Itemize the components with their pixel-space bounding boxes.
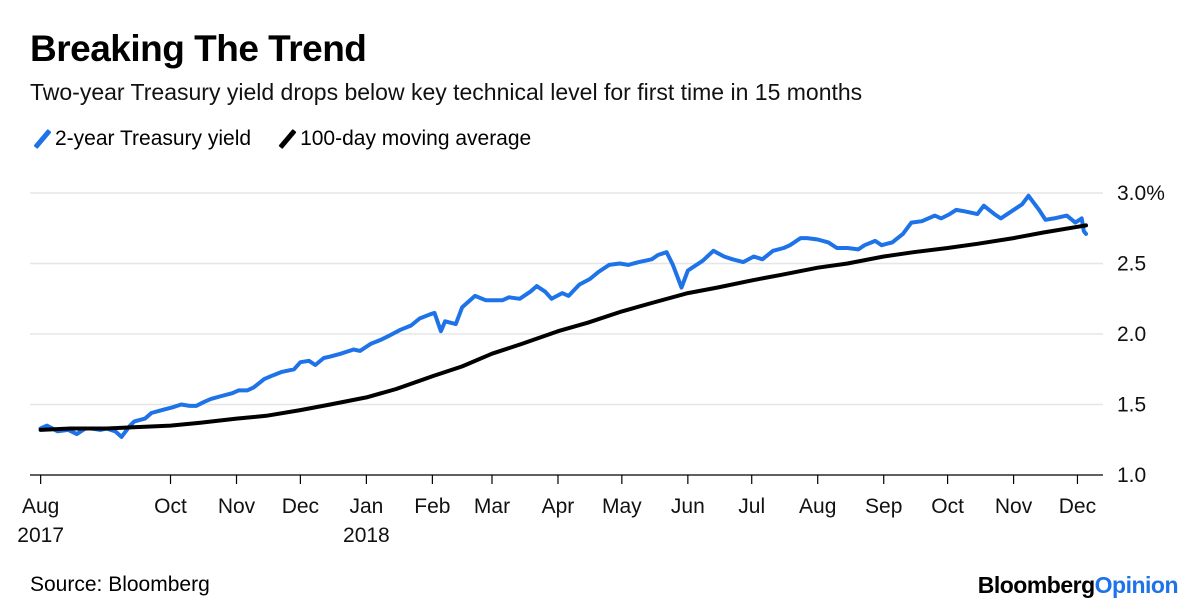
x-tick-label: Dec [282, 495, 319, 518]
x-tick-label: Nov [995, 495, 1033, 518]
series-lines [38, 193, 1088, 439]
brand-logo: BloombergOpinion [977, 572, 1179, 599]
brand-logo-part1: Bloomberg [977, 572, 1095, 598]
legend-label-moving-average: 100-day moving average [300, 127, 532, 150]
y-axis: 1.0 1.5 2.0 2.5 3.0% [1117, 182, 1165, 487]
brand-logo-part2: Opinion [1094, 572, 1179, 598]
y-tick-label: 1.0 [1117, 464, 1146, 487]
x-tick-sublabel: 2018 [343, 524, 390, 547]
series-line-yield [38, 193, 1088, 439]
x-tick-sublabel: 2017 [17, 524, 64, 547]
x-tick-label: Jun [671, 495, 705, 518]
x-tick-label: Jul [738, 495, 765, 518]
y-tick-label: 1.5 [1117, 394, 1146, 417]
legend-item-moving-average: 100-day moving average [278, 127, 532, 151]
x-tick-label: Aug [799, 495, 836, 518]
legend-label-yield: 2-year Treasury yield [55, 127, 252, 150]
x-tick-label: Sep [865, 495, 902, 518]
x-tick-label: Oct [931, 495, 964, 518]
source-note: Source: Bloomberg [30, 573, 210, 596]
chart-subtitle: Two-year Treasury yield drops below key … [30, 79, 863, 105]
x-tick-label: May [602, 495, 642, 518]
x-tick-label: Dec [1059, 495, 1096, 518]
x-tick-label: Jan [349, 495, 383, 518]
x-tick-label: Nov [218, 495, 256, 518]
x-tick-label: Apr [542, 495, 575, 518]
legend: 2-year Treasury yield 100-day moving ave… [33, 127, 532, 151]
chart-title: Breaking The Trend [30, 28, 367, 69]
series-line-moving-average [38, 223, 1088, 432]
x-tick-label: Aug [22, 495, 59, 518]
y-tick-label: 2.0 [1117, 323, 1146, 346]
grid-lines [30, 192, 1103, 476]
y-tick-label: 3.0% [1117, 182, 1165, 205]
x-tick-label: Mar [474, 495, 510, 518]
legend-item-yield: 2-year Treasury yield [33, 127, 252, 151]
x-tick-label: Feb [414, 495, 450, 518]
x-tick-label: Oct [154, 495, 187, 518]
y-tick-label: 2.5 [1117, 253, 1146, 276]
x-axis: Aug 2017 Oct Nov Dec Jan 2018 Feb Mar Apr May Jun Ju… [17, 475, 1096, 547]
